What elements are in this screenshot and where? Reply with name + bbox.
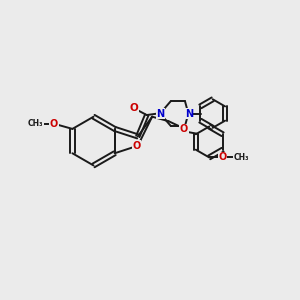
Text: O: O <box>130 103 139 113</box>
Text: O: O <box>219 152 227 162</box>
Text: O: O <box>132 141 140 151</box>
Text: CH₃: CH₃ <box>28 119 43 128</box>
Text: O: O <box>50 118 58 128</box>
Text: O: O <box>180 124 188 134</box>
Text: N: N <box>156 109 164 118</box>
Text: N: N <box>185 109 193 118</box>
Text: CH₃: CH₃ <box>234 153 249 162</box>
